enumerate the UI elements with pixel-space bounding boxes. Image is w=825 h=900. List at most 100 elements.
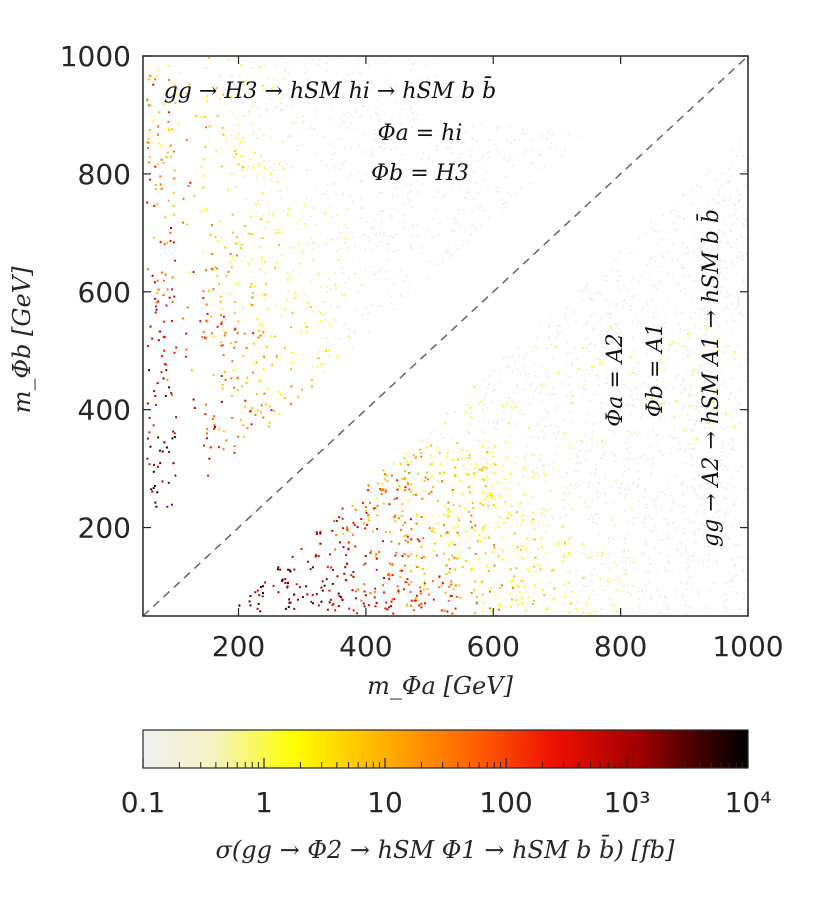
data-point: [266, 221, 269, 223]
data-point: [233, 451, 236, 454]
data-point: [352, 570, 355, 573]
data-point: [345, 230, 348, 233]
data-point: [263, 298, 266, 301]
data-point: [273, 162, 275, 165]
data-point: [205, 126, 207, 129]
data-point: [331, 158, 334, 161]
data-point: [200, 165, 203, 168]
data-point: [730, 202, 733, 205]
data-point: [172, 462, 175, 465]
data-point: [384, 277, 387, 280]
data-point: [365, 173, 368, 176]
data-point: [348, 78, 351, 80]
data-point: [436, 145, 438, 148]
data-point: [696, 494, 699, 497]
data-point: [175, 416, 178, 419]
data-point: [675, 284, 677, 287]
data-point: [665, 359, 668, 362]
data-point: [286, 213, 289, 216]
data-point: [742, 237, 745, 239]
data-point: [644, 525, 647, 528]
data-point: [377, 120, 380, 123]
data-point: [218, 76, 220, 79]
data-point: [498, 605, 501, 608]
data-point: [375, 568, 378, 571]
data-point: [677, 442, 680, 445]
data-point: [477, 470, 479, 473]
data-point: [432, 429, 435, 432]
data-point: [496, 186, 499, 189]
data-point: [384, 269, 387, 272]
data-point: [442, 130, 444, 133]
data-point: [332, 568, 334, 571]
data-point: [661, 255, 664, 257]
data-point: [667, 533, 670, 536]
data-point: [745, 359, 747, 361]
data-point: [533, 345, 536, 348]
data-point: [465, 560, 468, 563]
data-point: [410, 570, 413, 573]
data-point: [223, 128, 226, 131]
data-point: [738, 149, 741, 152]
data-point: [545, 342, 547, 345]
data-point: [447, 501, 450, 504]
data-point: [321, 589, 324, 592]
data-point: [469, 412, 472, 415]
data-point: [408, 472, 411, 474]
data-point: [442, 173, 445, 175]
data-point: [726, 306, 729, 309]
data-point: [360, 284, 363, 287]
data-point: [476, 596, 478, 598]
data-point: [686, 561, 689, 564]
data-point: [467, 486, 470, 489]
data-point: [410, 483, 413, 486]
data-point: [312, 58, 315, 61]
data-point: [297, 598, 299, 601]
data-point: [424, 64, 427, 67]
data-point: [583, 380, 586, 382]
data-point: [534, 389, 537, 392]
data-point: [380, 493, 383, 496]
data-point: [729, 314, 732, 317]
data-point: [420, 455, 423, 458]
data-point: [364, 60, 366, 63]
data-point: [560, 154, 563, 157]
data-point: [694, 324, 696, 327]
data-point: [729, 392, 732, 395]
data-point: [258, 127, 261, 130]
data-point: [626, 532, 629, 535]
data-point: [338, 138, 341, 140]
data-point: [614, 433, 617, 436]
data-point: [743, 488, 746, 490]
data-point: [431, 160, 434, 163]
data-point: [522, 509, 525, 512]
data-point: [149, 178, 152, 181]
data-point: [545, 371, 548, 374]
data-point: [709, 312, 711, 315]
data-point: [241, 168, 243, 171]
data-point: [420, 603, 423, 606]
data-point: [552, 387, 554, 390]
data-point: [500, 584, 503, 587]
data-point: [524, 456, 526, 459]
data-point: [419, 586, 422, 589]
data-point: [533, 538, 536, 541]
data-point: [721, 446, 724, 449]
data-point: [682, 511, 685, 514]
data-point: [260, 165, 263, 168]
data-point: [694, 541, 697, 544]
data-point: [468, 431, 471, 434]
data-point: [172, 241, 175, 244]
data-point: [427, 593, 430, 596]
data-point: [707, 546, 710, 549]
data-point: [351, 533, 354, 536]
data-point: [409, 590, 412, 593]
data-point: [205, 437, 208, 440]
data-point: [499, 587, 502, 590]
data-point: [531, 511, 534, 514]
data-point: [604, 502, 607, 505]
data-point: [453, 543, 456, 546]
data-point: [432, 196, 435, 199]
data-point: [629, 356, 632, 359]
